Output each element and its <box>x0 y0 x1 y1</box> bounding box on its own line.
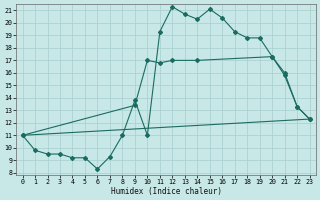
X-axis label: Humidex (Indice chaleur): Humidex (Indice chaleur) <box>111 187 221 196</box>
